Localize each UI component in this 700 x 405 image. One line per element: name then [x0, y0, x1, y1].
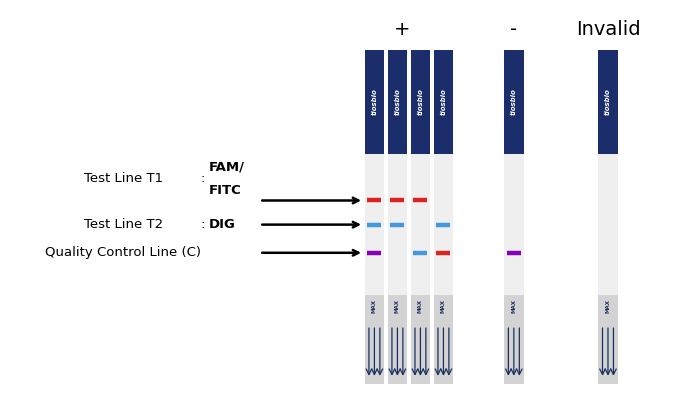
Text: MAX: MAX	[418, 299, 423, 313]
Bar	[598, 154, 617, 295]
Bar	[434, 154, 453, 295]
Text: MAX: MAX	[372, 299, 377, 313]
Text: FITC: FITC	[209, 184, 242, 197]
Text: tiosbio: tiosbio	[440, 89, 447, 115]
Bar	[411, 50, 430, 154]
Text: tiosbio: tiosbio	[394, 89, 400, 115]
Text: tiosbio: tiosbio	[605, 89, 611, 115]
Text: -: -	[510, 20, 517, 39]
Text: +: +	[394, 20, 410, 39]
Bar	[411, 154, 430, 295]
Text: FAM/: FAM/	[209, 160, 245, 173]
Text: MAX: MAX	[606, 299, 610, 313]
Bar	[365, 154, 384, 295]
Text: Quality Control Line (C): Quality Control Line (C)	[46, 246, 202, 259]
Text: Test Line T2: Test Line T2	[84, 218, 163, 231]
Bar	[504, 50, 524, 154]
Text: MAX: MAX	[441, 299, 446, 313]
Text: tiosbio: tiosbio	[511, 89, 517, 115]
Text: MAX: MAX	[395, 299, 400, 313]
Bar	[388, 154, 407, 295]
Text: Invalid: Invalid	[575, 20, 640, 39]
Bar	[365, 50, 384, 154]
Text: MAX: MAX	[511, 299, 517, 313]
Bar	[388, 50, 407, 154]
Text: :: :	[200, 218, 204, 231]
Text: tiosbio: tiosbio	[372, 89, 377, 115]
Bar	[598, 50, 617, 154]
Bar	[434, 295, 453, 384]
Text: Test Line T1: Test Line T1	[84, 172, 163, 185]
Bar	[388, 295, 407, 384]
Bar	[598, 295, 617, 384]
Bar	[504, 295, 524, 384]
Bar	[411, 295, 430, 384]
Bar	[504, 154, 524, 295]
Bar	[434, 50, 453, 154]
Text: DIG: DIG	[209, 218, 236, 231]
Text: :: :	[200, 172, 204, 185]
Text: tiosbio: tiosbio	[417, 89, 424, 115]
Bar	[365, 295, 384, 384]
